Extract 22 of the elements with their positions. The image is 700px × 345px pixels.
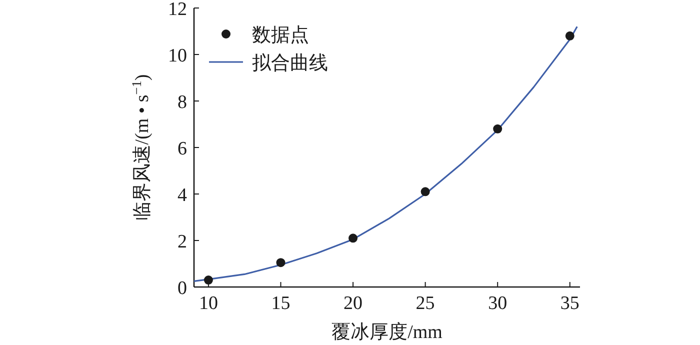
point [493, 124, 502, 134]
y-tick-label: 6 [178, 138, 187, 160]
legend-label: 数据点 [252, 25, 309, 46]
x-axis-title: 覆冰厚度/mm [332, 321, 443, 343]
x-tick-label: 35 [560, 293, 580, 314]
legend-label: 拟合曲线 [252, 53, 328, 74]
x-tick-label: 10 [198, 293, 218, 314]
y-tick-label: 12 [168, 0, 187, 20]
x-tick-label: 30 [488, 293, 508, 314]
y-tick-label: 0 [178, 278, 187, 299]
point [420, 187, 430, 196]
x-tick-label: 15 [271, 293, 290, 314]
point [348, 234, 358, 243]
y-tick-label: 8 [178, 92, 187, 113]
x-tick-label: 20 [344, 293, 363, 314]
point [276, 258, 286, 268]
point [204, 276, 213, 285]
y-tick-label: 4 [178, 185, 188, 206]
x-tick-label: 25 [416, 293, 435, 314]
y-tick-label: 10 [168, 46, 187, 66]
point [565, 31, 574, 40]
y-tick-label: 2 [178, 232, 187, 252]
